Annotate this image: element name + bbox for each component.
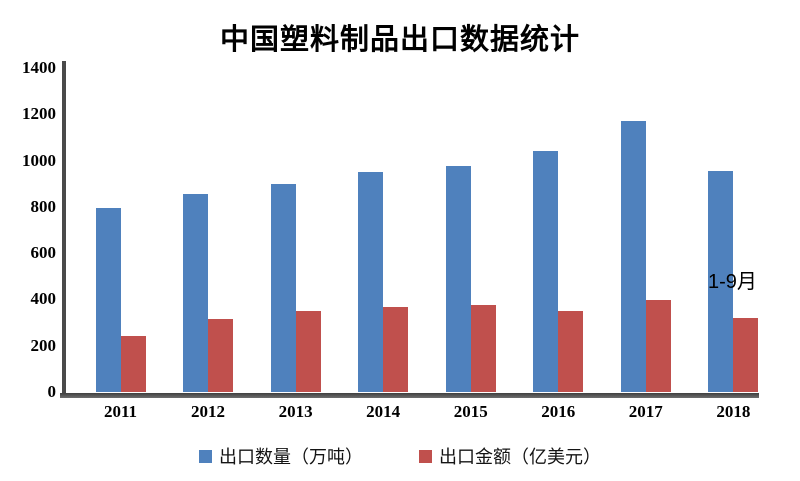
bar-amount-2016	[558, 310, 584, 392]
legend-swatch-icon	[199, 449, 212, 463]
bar-quantity-2014	[358, 172, 384, 392]
legend-item-quantity: 出口数量（万吨）	[199, 443, 363, 469]
x-axis-year-label-2012: 2012	[191, 402, 226, 421]
x-axis-year-label-2011: 2011	[103, 402, 138, 421]
bar-quantity-2013	[270, 183, 296, 392]
x-axis-year-label-2016: 2016	[541, 402, 576, 421]
bar-quantity-2015	[445, 166, 471, 392]
y-axis-tick-label: 400	[30, 289, 57, 309]
x-axis-year-label-2018: 2018	[716, 402, 751, 421]
legend-label: 出口金额（亿美元）	[439, 447, 601, 467]
annotation-label: 1-9月	[708, 271, 757, 293]
bar-amount-2015	[470, 305, 496, 392]
y-axis-tick-label: 200	[30, 335, 57, 355]
y-axis-line	[62, 61, 66, 398]
bar-amount-2011	[120, 336, 146, 392]
x-axis-year-label-2013: 2013	[278, 402, 313, 421]
legend-swatch-icon	[419, 449, 432, 463]
bar-quantity-2011	[95, 208, 121, 392]
chart-legend: 出口数量（万吨） 出口金额（亿美元）	[0, 443, 800, 469]
chart-title: 中国塑料制品出口数据统计	[219, 24, 580, 56]
y-axis-tick-label: 1200	[22, 104, 56, 124]
legend-label: 出口数量（万吨）	[219, 447, 363, 467]
bar-amount-2017	[645, 299, 671, 392]
bar-quantity-2018	[708, 170, 734, 392]
bar-quantity-2016	[533, 151, 559, 392]
y-axis-tick-label: 0	[47, 382, 57, 401]
bar-quantity-2017	[620, 121, 646, 392]
x-axis-year-label-2014: 2014	[366, 402, 401, 421]
y-axis-tick-label: 600	[30, 243, 57, 263]
x-axis-line	[60, 393, 759, 398]
bar-amount-2013	[295, 310, 321, 392]
bar-amount-2012	[208, 319, 234, 392]
y-axis-tick-label: 1400	[22, 58, 56, 77]
y-axis-tick-label: 1000	[22, 150, 56, 170]
bar-amount-2018	[733, 317, 759, 392]
bar-quantity-2012	[183, 194, 209, 392]
x-axis-year-label-2017: 2017	[628, 402, 663, 421]
bar-amount-2014	[383, 307, 409, 392]
x-axis-year-label-2015: 2015	[453, 402, 488, 421]
legend-item-amount: 出口金额（亿美元）	[419, 443, 601, 469]
y-axis-tick-label: 800	[30, 196, 57, 216]
